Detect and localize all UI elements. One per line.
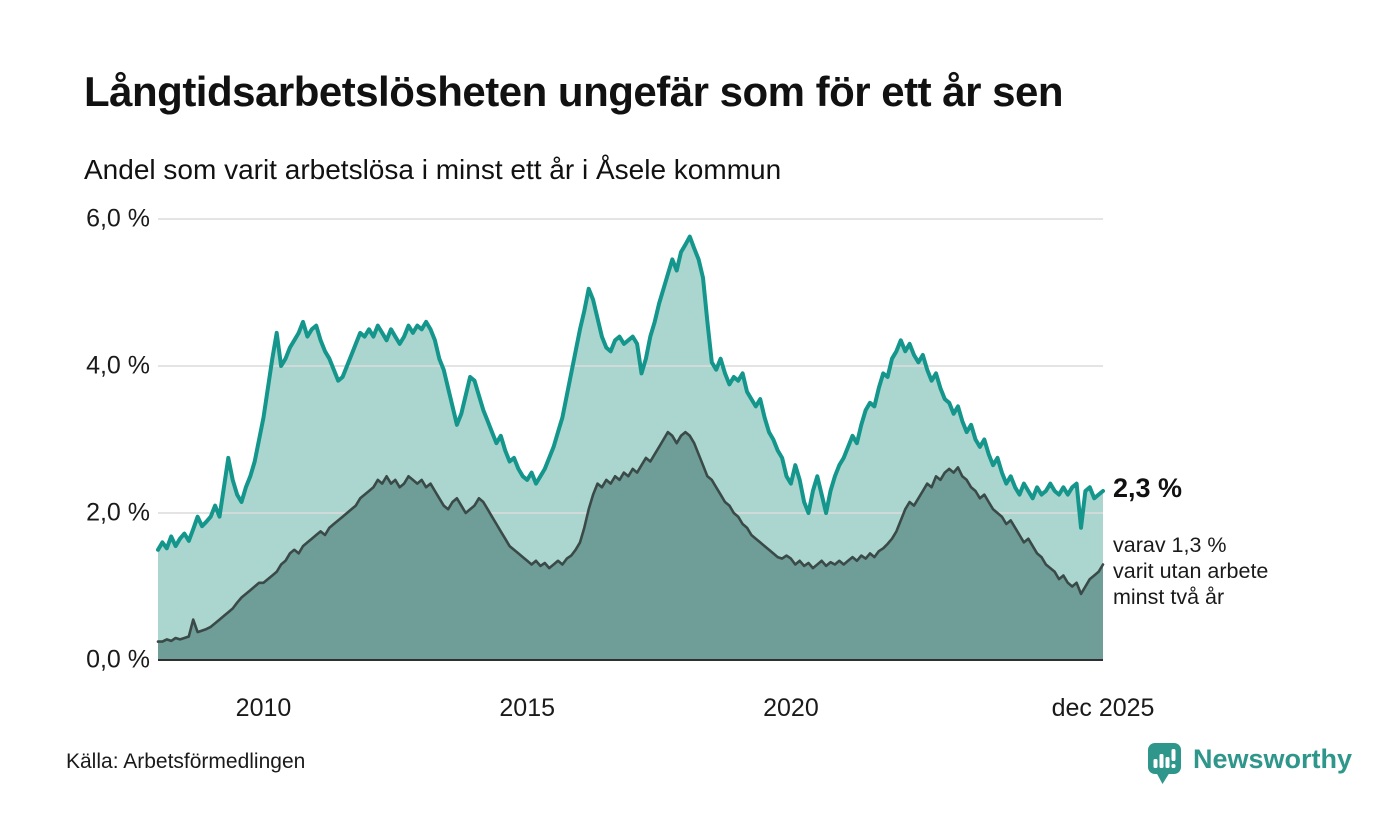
x-tick-label: dec 2025 [1051, 694, 1155, 722]
area-fill-over-2-years [158, 432, 1103, 660]
y-tick-label: 2,0 % [86, 498, 150, 527]
newsworthy-icon [1148, 743, 1181, 784]
x-tick-label: 2020 [763, 694, 819, 722]
secondary-annotation-line2: varit utan arbete [1113, 559, 1269, 583]
newsworthy-wordmark: Newsworthy [1193, 744, 1353, 774]
secondary-annotation-line1: varav 1,3 % [1113, 533, 1227, 557]
secondary-annotation-line3: minst två år [1113, 585, 1225, 609]
newsworthy-logo: Newsworthy [1147, 742, 1352, 786]
chart-subtitle: Andel som varit arbetslösa i minst ett å… [84, 154, 782, 185]
y-tick-label: 0,0 % [86, 645, 150, 674]
y-tick-label: 4,0 % [86, 351, 150, 380]
x-tick-label: 2010 [235, 694, 292, 722]
secondary-annotation: varav 1,3 % varit utan arbete minst två … [1113, 532, 1268, 610]
line-over-2-years [156, 430, 1105, 643]
x-tick-label: 2015 [499, 694, 556, 722]
chart-title: Långtidsarbetslösheten ungefär som för e… [84, 68, 1064, 115]
source-label: Källa: Arbetsförmedlingen [66, 750, 306, 773]
y-tick-label: 6,0 % [86, 204, 150, 233]
latest-value-label: 2,3 % [1113, 473, 1183, 503]
line-over-1-year [156, 234, 1105, 552]
